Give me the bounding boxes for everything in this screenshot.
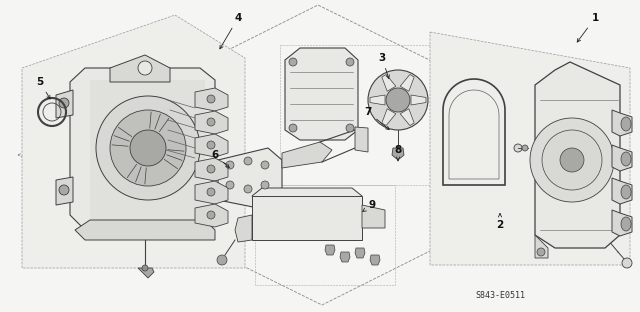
- Text: 3: 3: [378, 53, 389, 79]
- Polygon shape: [195, 134, 228, 157]
- Ellipse shape: [621, 152, 631, 166]
- Polygon shape: [90, 80, 205, 225]
- Polygon shape: [282, 142, 332, 168]
- Polygon shape: [325, 245, 335, 255]
- Circle shape: [346, 58, 354, 66]
- Ellipse shape: [621, 217, 631, 231]
- Polygon shape: [370, 95, 385, 105]
- Circle shape: [346, 124, 354, 132]
- Polygon shape: [56, 90, 73, 118]
- Circle shape: [386, 88, 410, 112]
- Text: 1: 1: [577, 13, 598, 42]
- Text: S843-E0511: S843-E0511: [475, 291, 525, 300]
- Polygon shape: [612, 178, 632, 204]
- Circle shape: [217, 255, 227, 265]
- Circle shape: [542, 130, 602, 190]
- Circle shape: [207, 95, 215, 103]
- Text: 6: 6: [211, 150, 229, 168]
- Text: 5: 5: [36, 77, 50, 99]
- Circle shape: [207, 141, 215, 149]
- Circle shape: [226, 161, 234, 169]
- Text: 4: 4: [220, 13, 242, 49]
- Polygon shape: [411, 95, 426, 105]
- Polygon shape: [355, 248, 365, 258]
- Polygon shape: [612, 145, 632, 171]
- Circle shape: [522, 145, 528, 151]
- Circle shape: [207, 211, 215, 219]
- Polygon shape: [195, 158, 228, 181]
- Circle shape: [368, 70, 428, 130]
- Circle shape: [142, 265, 148, 271]
- Polygon shape: [370, 255, 380, 265]
- Text: 2: 2: [497, 214, 504, 230]
- Circle shape: [207, 188, 215, 196]
- Polygon shape: [382, 75, 396, 91]
- Polygon shape: [400, 75, 414, 91]
- Circle shape: [560, 148, 584, 172]
- Polygon shape: [195, 88, 228, 111]
- Polygon shape: [252, 196, 362, 240]
- Polygon shape: [400, 109, 414, 125]
- Polygon shape: [22, 15, 245, 268]
- Polygon shape: [252, 188, 362, 208]
- Polygon shape: [195, 181, 228, 204]
- Polygon shape: [340, 252, 350, 262]
- Text: 9: 9: [363, 200, 376, 212]
- Circle shape: [59, 98, 69, 108]
- Polygon shape: [285, 48, 358, 140]
- Ellipse shape: [621, 117, 631, 131]
- Polygon shape: [110, 55, 170, 82]
- Circle shape: [244, 157, 252, 165]
- Circle shape: [59, 185, 69, 195]
- Polygon shape: [56, 177, 73, 205]
- Polygon shape: [612, 210, 632, 236]
- Circle shape: [96, 96, 200, 200]
- Polygon shape: [535, 235, 548, 258]
- Text: 8: 8: [394, 145, 402, 161]
- Ellipse shape: [621, 185, 631, 199]
- Circle shape: [289, 58, 297, 66]
- Circle shape: [130, 130, 166, 166]
- Polygon shape: [138, 268, 154, 278]
- Circle shape: [226, 181, 234, 189]
- Polygon shape: [218, 148, 282, 210]
- Circle shape: [261, 181, 269, 189]
- Text: 7: 7: [364, 107, 389, 129]
- Circle shape: [622, 258, 632, 268]
- Circle shape: [110, 110, 186, 186]
- Polygon shape: [382, 109, 396, 125]
- Circle shape: [537, 248, 545, 256]
- Circle shape: [207, 165, 215, 173]
- Circle shape: [138, 61, 152, 75]
- Polygon shape: [235, 215, 252, 242]
- Polygon shape: [430, 32, 630, 265]
- Polygon shape: [612, 110, 632, 136]
- Circle shape: [289, 124, 297, 132]
- Circle shape: [207, 118, 215, 126]
- Polygon shape: [355, 127, 368, 152]
- Polygon shape: [195, 111, 228, 134]
- Polygon shape: [392, 148, 404, 160]
- Circle shape: [514, 144, 522, 152]
- Polygon shape: [195, 204, 228, 227]
- Polygon shape: [362, 205, 385, 228]
- Circle shape: [261, 161, 269, 169]
- Polygon shape: [535, 62, 620, 248]
- Polygon shape: [70, 68, 215, 230]
- Circle shape: [244, 185, 252, 193]
- Circle shape: [530, 118, 614, 202]
- Polygon shape: [75, 220, 215, 240]
